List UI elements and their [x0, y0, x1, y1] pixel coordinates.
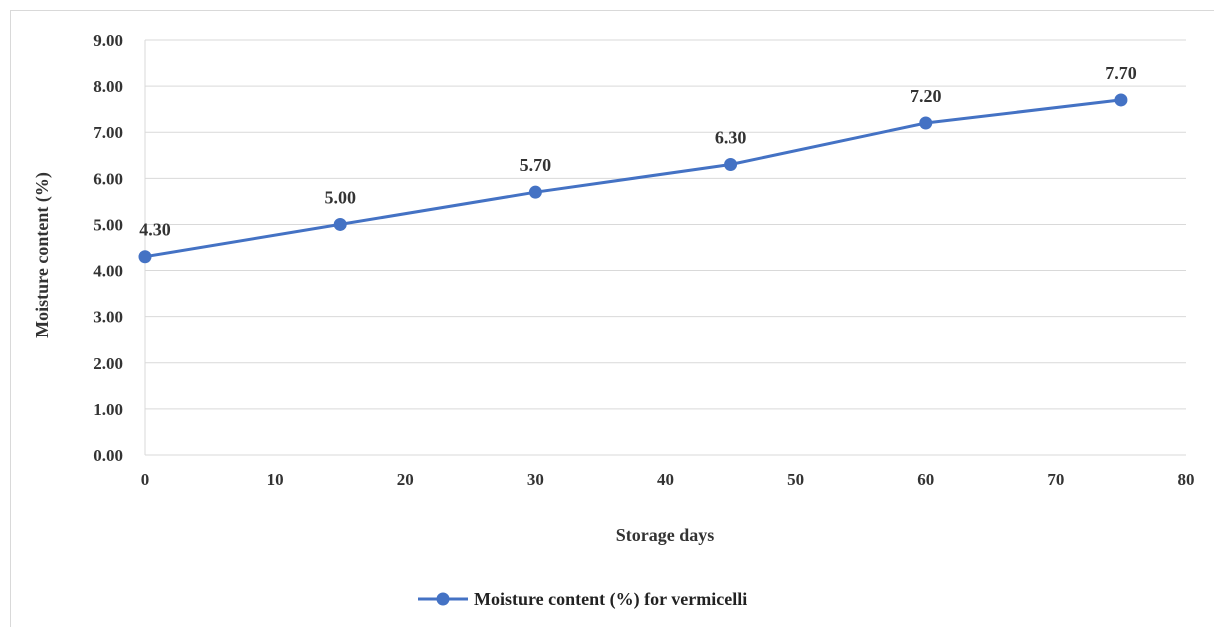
- data-point: [919, 116, 933, 130]
- data-point: [1114, 93, 1128, 107]
- x-tick-label: 80: [1178, 470, 1195, 489]
- y-tick-label: 9.00: [93, 31, 123, 50]
- data-labels: 4.30 5.00 5.70 6.30 7.20 7.70: [139, 63, 1136, 240]
- x-tick-label: 30: [527, 470, 544, 489]
- y-tick-label: 6.00: [93, 169, 123, 188]
- y-tick-label: 7.00: [93, 123, 123, 142]
- y-tick-label: 0.00: [93, 446, 123, 465]
- y-tick-label: 1.00: [93, 400, 123, 419]
- data-label: 5.00: [324, 187, 356, 207]
- y-tick-label: 8.00: [93, 77, 123, 96]
- legend: Moisture content (%) for vermicelli: [418, 589, 747, 610]
- x-tick-label: 0: [141, 470, 150, 489]
- series-layer: [138, 93, 1128, 264]
- y-tick-label: 4.00: [93, 262, 123, 281]
- data-point: [333, 217, 347, 231]
- data-point: [528, 185, 542, 199]
- data-point: [724, 158, 738, 171]
- x-tick-label: 10: [267, 470, 284, 489]
- x-tick-label: 50: [787, 470, 804, 489]
- x-tick-label: 20: [397, 470, 414, 489]
- x-axis-title: Storage days: [616, 525, 715, 545]
- data-label: 6.30: [715, 128, 747, 148]
- data-label: 4.30: [139, 220, 171, 240]
- x-tick-label: 70: [1047, 470, 1064, 489]
- x-tick-label: 40: [657, 470, 674, 489]
- y-tick-label: 2.00: [93, 354, 123, 373]
- x-tick-labels: 0 10 20 30 40 50 60 70 80: [141, 470, 1195, 489]
- gridlines: [145, 39, 1186, 456]
- y-tick-labels: 0.00 1.00 2.00 3.00 4.00 5.00 6.00 7.00 8.00 9.00: [93, 31, 123, 465]
- y-tick-label: 5.00: [93, 215, 123, 234]
- data-point: [138, 250, 152, 264]
- series-line: [144, 98, 1122, 259]
- legend-point-marker: [436, 592, 450, 606]
- data-label: 7.70: [1105, 63, 1137, 83]
- legend-label: Moisture content (%) for vermicelli: [474, 589, 747, 610]
- data-label: 5.70: [520, 155, 552, 175]
- y-axis-title: Moisture content (%): [32, 172, 53, 338]
- x-tick-label: 60: [917, 470, 934, 489]
- data-label: 7.20: [910, 86, 942, 106]
- y-tick-label: 3.00: [93, 308, 123, 327]
